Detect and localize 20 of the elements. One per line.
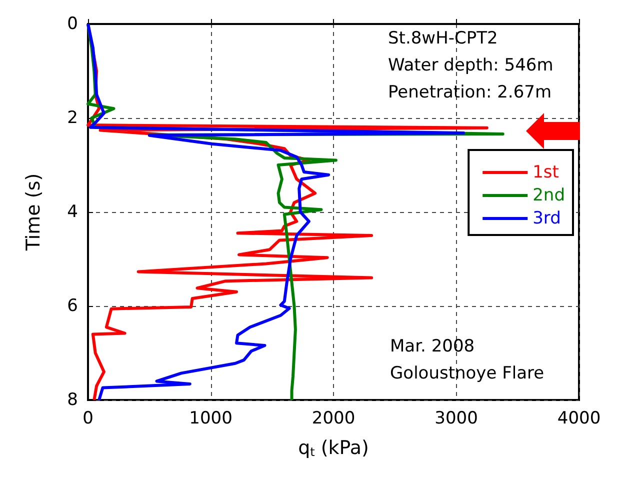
y-tick-label: 6 xyxy=(67,296,78,316)
x-tick-label: 2000 xyxy=(312,408,356,428)
legend-label: 2nd xyxy=(532,186,566,206)
x-tick-label: 4000 xyxy=(557,408,601,428)
y-tick-label: 8 xyxy=(67,390,78,410)
annotation: Penetration: 2.67m xyxy=(388,82,552,102)
annotation: Goloustnoye Flare xyxy=(390,364,544,384)
y-tick-label: 4 xyxy=(67,202,78,222)
x-tick-label: 3000 xyxy=(434,408,478,428)
y-tick-label: 2 xyxy=(67,108,78,128)
annotation: Water depth: 546m xyxy=(388,56,554,76)
x-tick-label: 0 xyxy=(82,408,94,428)
annotation: Mar. 2008 xyxy=(390,336,475,356)
y-tick-label: 0 xyxy=(67,14,78,34)
x-axis-title: qt (kPa) xyxy=(298,437,369,459)
legend-label: 1st xyxy=(532,162,560,182)
y-axis-title: Time (s) xyxy=(22,173,44,252)
x-tick-label: 1000 xyxy=(189,408,232,428)
annotation: St.8wH-CPT2 xyxy=(388,28,498,48)
legend-label: 3rd xyxy=(532,208,561,228)
